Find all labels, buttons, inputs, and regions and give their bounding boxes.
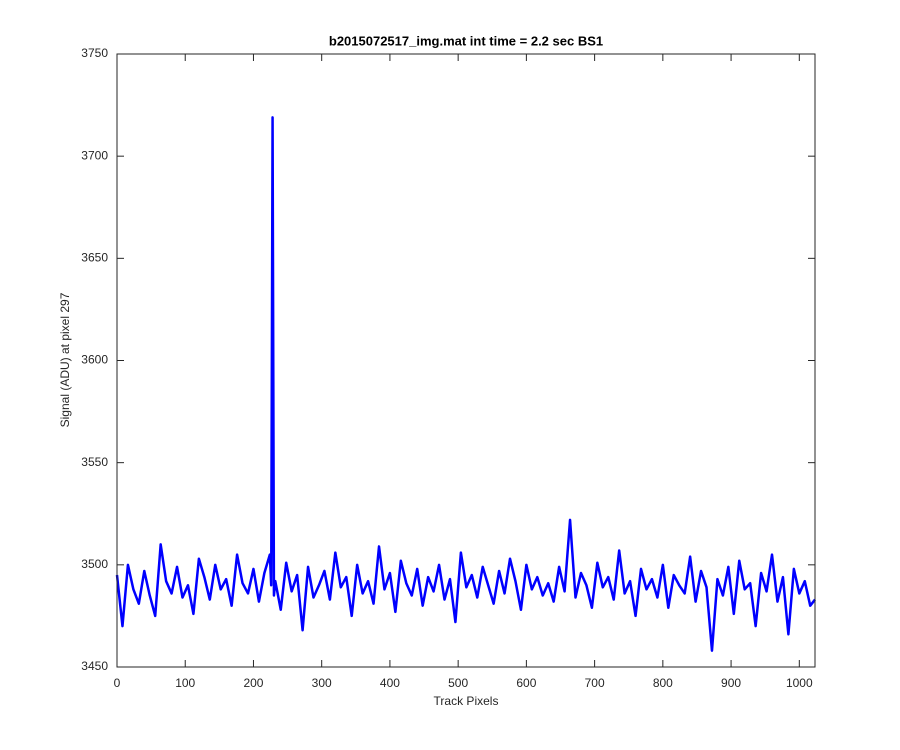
x-tick-label: 900 [721,676,741,690]
x-tick-label: 100 [175,676,195,690]
x-tick-label: 0 [114,676,121,690]
chart-title: b2015072517_img.mat int time = 2.2 sec B… [329,33,603,48]
y-tick-label: 3450 [81,659,108,673]
y-tick-label: 3500 [81,557,108,571]
x-tick-label: 300 [312,676,332,690]
x-tick-label: 200 [243,676,263,690]
x-axis-label: Track Pixels [434,694,499,708]
y-axis-label: Signal (ADU) at pixel 297 [58,292,72,427]
y-tick-label: 3750 [81,46,108,60]
y-tick-label: 3600 [81,353,108,367]
x-tick-label: 500 [448,676,468,690]
y-tick-label: 3650 [81,251,108,265]
x-tick-label: 400 [380,676,400,690]
y-tick-label: 3550 [81,455,108,469]
data-line [115,116,816,652]
y-tick-label: 3700 [81,148,108,162]
x-tick-label: 600 [516,676,536,690]
x-tick-label: 800 [653,676,673,690]
x-tick-label: 1000 [786,676,813,690]
x-tick-label: 700 [585,676,605,690]
